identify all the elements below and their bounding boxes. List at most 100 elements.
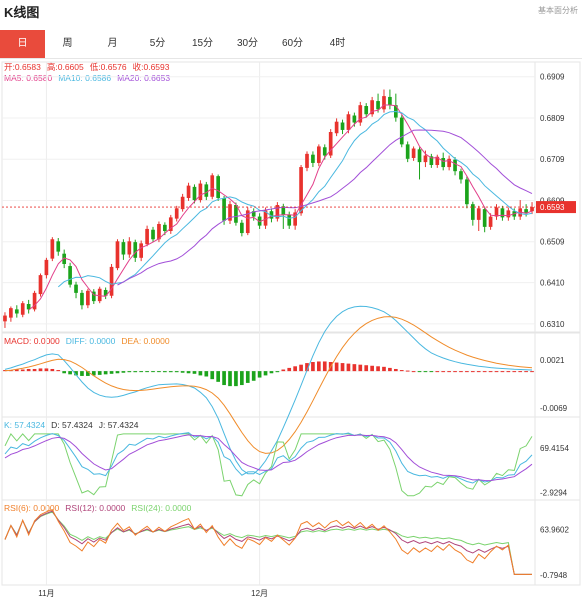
macd-bar (234, 371, 238, 387)
close-value: 收:0.6593 (132, 62, 170, 72)
candle-body (14, 309, 19, 314)
price-tick-label: 0.6410 (540, 279, 565, 288)
candle-body (317, 146, 321, 163)
candle-body (470, 204, 475, 220)
macd-bar (299, 364, 303, 372)
macd-bar (50, 368, 55, 372)
candle-body (382, 96, 386, 110)
macd-bar (204, 371, 209, 377)
candle-body (429, 156, 434, 165)
macd-bar (86, 371, 90, 376)
candle-body (109, 266, 114, 296)
tab-0[interactable]: 日 (0, 30, 45, 58)
macd-bar (115, 371, 120, 374)
candle-body (80, 292, 84, 306)
kdj-legend: K: 57.4324 D: 57.4324 J: 57.4324 (4, 420, 144, 430)
d-value: D: 57.4324 (51, 420, 93, 430)
tab-2[interactable]: 月 (107, 38, 118, 49)
macd-bar (311, 362, 315, 372)
candle-body (192, 186, 197, 201)
macd-bar (423, 371, 428, 373)
candle-body (435, 156, 440, 165)
macd-bar (198, 371, 203, 376)
open-value: 开:0.6583 (4, 62, 41, 72)
candle-body (50, 239, 55, 259)
macd-bar (127, 371, 132, 373)
macd-bar (240, 371, 244, 386)
ma10-value: MA10: 0.6586 (58, 73, 112, 83)
candle-body (145, 228, 149, 245)
candle-body (388, 96, 392, 106)
ma5-value: MA5: 0.6580 (4, 73, 53, 83)
candle-body (482, 209, 487, 227)
rsi-panel (1, 499, 581, 586)
macd-bar (305, 363, 309, 372)
macd-bar (488, 371, 493, 373)
macd-bar (38, 368, 43, 372)
candle-body (245, 210, 250, 234)
tab-5[interactable]: 30分 (236, 38, 259, 49)
tab-1[interactable]: 周 (62, 38, 73, 49)
candle-body (9, 308, 13, 318)
tab-6[interactable]: 60分 (281, 38, 304, 49)
macd-bar (441, 371, 446, 373)
candle-body (180, 196, 185, 210)
price-tick-label: 0.6310 (540, 320, 565, 329)
macd-bar (393, 368, 398, 372)
macd-bar (476, 371, 481, 373)
tab-3[interactable]: 5分 (149, 38, 166, 49)
analysis-note[interactable]: 基本面分析 (538, 6, 578, 15)
candle-body (346, 114, 351, 130)
candle-body (97, 288, 102, 302)
candle-body (204, 184, 209, 197)
macd-bar (263, 371, 268, 376)
candle-body (405, 144, 410, 159)
tab-4[interactable]: 15分 (191, 38, 214, 49)
ma20-line (117, 129, 533, 286)
candle-body (91, 291, 96, 302)
candle-body (38, 275, 43, 295)
candle-body (121, 242, 126, 255)
tab-7[interactable]: 4时 (329, 38, 346, 49)
macd-bar (524, 371, 528, 373)
macd-bar (405, 370, 410, 372)
macd-bar (68, 371, 72, 375)
ohlc-legend: 开:0.6583 高:0.6605 低:0.6576 收:0.6593 (4, 61, 176, 73)
macd-bar (80, 371, 84, 376)
macd-bar (435, 371, 440, 373)
macd-bar (168, 371, 173, 373)
macd-bar (417, 371, 422, 373)
macd-bar (192, 371, 197, 374)
candle-body (263, 210, 268, 226)
candle-body (44, 259, 49, 276)
macd-bar (382, 366, 386, 372)
last-price-box (536, 201, 576, 214)
macd-bar (228, 371, 232, 387)
macd-bar (56, 370, 61, 372)
macd-bar (174, 371, 179, 373)
candle-body (465, 179, 469, 205)
price-tick-label: 0.6809 (540, 114, 565, 123)
candle-body (459, 171, 463, 180)
macd-bar (287, 367, 292, 372)
ma5-line (28, 104, 533, 311)
macd-bar (447, 371, 451, 373)
candle-body (328, 132, 333, 156)
macd-bar (32, 368, 37, 372)
candle-body (453, 159, 457, 172)
ma-legend: MA5: 0.6580 MA10: 0.6586 MA20: 0.6653 (4, 73, 176, 83)
last-price-label: 0.6593 (540, 203, 565, 212)
candle-body (524, 209, 528, 214)
rsi-tick-label: -0.7948 (540, 571, 568, 580)
candle-body (198, 183, 203, 201)
candle-body (500, 208, 505, 218)
candle-body (340, 122, 345, 130)
macd-bar (530, 371, 534, 373)
kdj-j-line (4, 432, 533, 497)
macd-bar (518, 371, 523, 373)
dea-line (4, 316, 533, 454)
candle-body (269, 211, 274, 219)
candle-body (530, 207, 534, 212)
kdj-d-line (4, 434, 533, 482)
